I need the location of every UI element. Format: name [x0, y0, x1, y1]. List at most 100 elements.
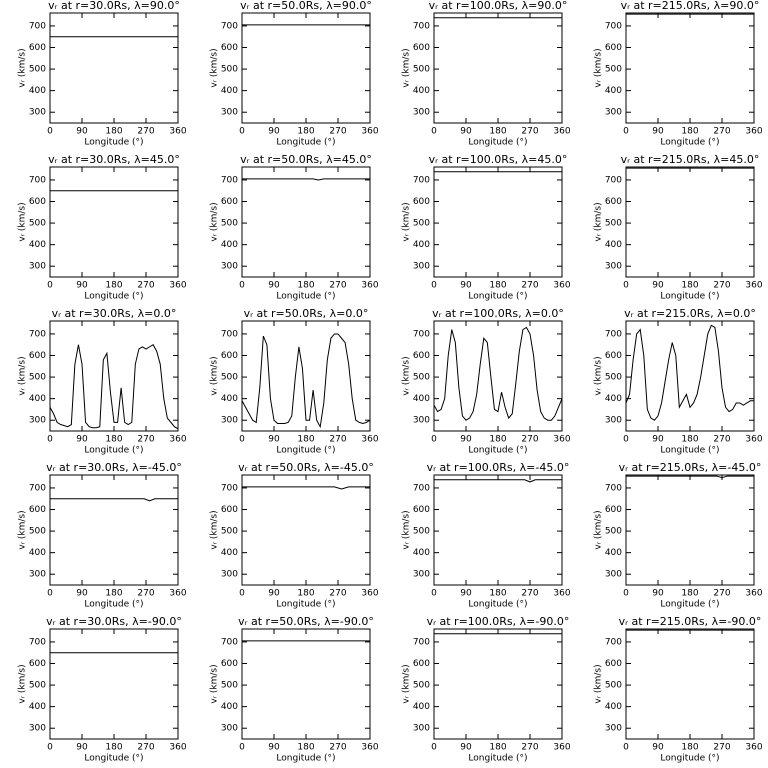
x-tick-label: 90 [76, 127, 88, 137]
y-tick-label: 400 [605, 548, 622, 558]
y-tick-label: 400 [221, 240, 238, 250]
x-tick-label: 0 [47, 589, 53, 599]
x-tick-label: 180 [681, 127, 698, 137]
plot-frame [625, 12, 755, 124]
x-tick-label: 270 [329, 743, 346, 753]
y-tick-label: 300 [605, 416, 622, 426]
y-tick-label: 600 [605, 197, 622, 207]
x-tick-label: 0 [47, 127, 53, 137]
x-tick-label: 90 [76, 743, 88, 753]
y-axis-label: vᵣ (km/s) [18, 510, 28, 549]
x-tick-label: 270 [521, 589, 538, 599]
x-axis-label: Longitude (°) [84, 138, 143, 148]
x-tick-label: 360 [361, 281, 378, 291]
plot-frame [625, 628, 755, 740]
x-tick-label: 360 [361, 127, 378, 137]
y-tick-label: 400 [29, 240, 46, 250]
x-tick-label: 360 [553, 589, 570, 599]
chart-title: vᵣ at r=30.0Rs, λ=-45.0° [46, 461, 182, 474]
y-tick-label: 300 [29, 724, 46, 734]
y-tick-label: 400 [221, 86, 238, 96]
data-line [434, 479, 562, 483]
x-tick-label: 90 [268, 743, 280, 753]
x-tick-label: 0 [239, 743, 245, 753]
x-tick-label: 0 [623, 589, 629, 599]
x-axis-label: Longitude (°) [84, 600, 143, 610]
y-tick-label: 500 [221, 527, 238, 537]
chart-title: vᵣ at r=215.0Rs, λ=-90.0° [619, 615, 762, 628]
x-tick-label: 180 [681, 281, 698, 291]
plot-frame [433, 12, 563, 124]
data-line [50, 498, 178, 502]
y-tick-label: 600 [29, 659, 46, 669]
plot-frame [49, 474, 179, 586]
x-tick-label: 0 [47, 743, 53, 753]
x-tick-label: 0 [623, 435, 629, 445]
x-tick-label: 180 [681, 589, 698, 599]
y-axis-label: vᵣ (km/s) [402, 202, 412, 241]
y-axis-label: vᵣ (km/s) [402, 510, 412, 549]
x-axis-label: Longitude (°) [84, 446, 143, 456]
y-axis-label: vᵣ (km/s) [18, 48, 28, 87]
y-tick-label: 400 [605, 86, 622, 96]
plot-frame [49, 12, 179, 124]
y-tick-label: 600 [413, 197, 430, 207]
chart-title: vᵣ at r=50.0Rs, λ=45.0° [240, 153, 372, 166]
x-tick-label: 180 [489, 743, 506, 753]
y-tick-label: 300 [221, 570, 238, 580]
y-tick-label: 500 [221, 373, 238, 383]
y-tick-label: 700 [221, 329, 238, 339]
chart-title: vᵣ at r=50.0Rs, λ=0.0° [244, 307, 369, 320]
data-line [626, 475, 754, 479]
x-tick-label: 270 [521, 281, 538, 291]
y-tick-label: 400 [413, 240, 430, 250]
x-tick-label: 180 [105, 281, 122, 291]
y-axis-label: vᵣ (km/s) [594, 356, 604, 395]
x-tick-label: 0 [239, 127, 245, 137]
plot-frame [433, 474, 563, 586]
data-line [625, 324, 754, 421]
y-tick-label: 400 [413, 702, 430, 712]
y-axis-label: vᵣ (km/s) [594, 202, 604, 241]
y-tick-label: 400 [29, 86, 46, 96]
y-axis-label: vᵣ (km/s) [210, 202, 220, 241]
plot-frame [241, 12, 371, 124]
y-tick-label: 300 [221, 108, 238, 118]
x-tick-label: 360 [169, 743, 186, 753]
plot-frame [625, 166, 755, 278]
chart-title: vᵣ at r=100.0Rs, λ=90.0° [429, 0, 568, 12]
x-tick-label: 90 [460, 743, 472, 753]
x-tick-label: 0 [431, 127, 437, 137]
x-tick-label: 270 [329, 589, 346, 599]
x-axis-label: Longitude (°) [468, 446, 527, 456]
y-tick-label: 300 [605, 724, 622, 734]
y-tick-label: 300 [221, 724, 238, 734]
x-axis-label: Longitude (°) [276, 138, 335, 148]
y-tick-label: 700 [221, 483, 238, 493]
y-tick-label: 700 [605, 21, 622, 31]
x-tick-label: 180 [489, 435, 506, 445]
data-line [49, 344, 179, 430]
chart-title: vᵣ at r=215.0Rs, λ=45.0° [621, 153, 760, 166]
y-axis-label: vᵣ (km/s) [210, 664, 220, 703]
y-tick-label: 700 [413, 175, 430, 185]
x-axis-label: Longitude (°) [468, 754, 527, 764]
chart-title: vᵣ at r=50.0Rs, λ=-90.0° [238, 615, 374, 628]
y-tick-label: 300 [605, 262, 622, 272]
y-tick-label: 700 [221, 21, 238, 31]
chart-title: vᵣ at r=215.0Rs, λ=-45.0° [619, 461, 762, 474]
y-tick-label: 300 [221, 262, 238, 272]
x-tick-label: 180 [297, 743, 314, 753]
y-tick-label: 600 [221, 351, 238, 361]
x-tick-label: 90 [76, 435, 88, 445]
y-tick-label: 700 [413, 21, 430, 31]
x-tick-label: 360 [169, 435, 186, 445]
y-tick-label: 300 [29, 262, 46, 272]
y-axis-label: vᵣ (km/s) [402, 48, 412, 87]
y-tick-label: 500 [605, 681, 622, 691]
y-tick-label: 500 [605, 373, 622, 383]
y-tick-label: 500 [29, 527, 46, 537]
plot-frame [433, 166, 563, 278]
y-axis-label: vᵣ (km/s) [210, 48, 220, 87]
